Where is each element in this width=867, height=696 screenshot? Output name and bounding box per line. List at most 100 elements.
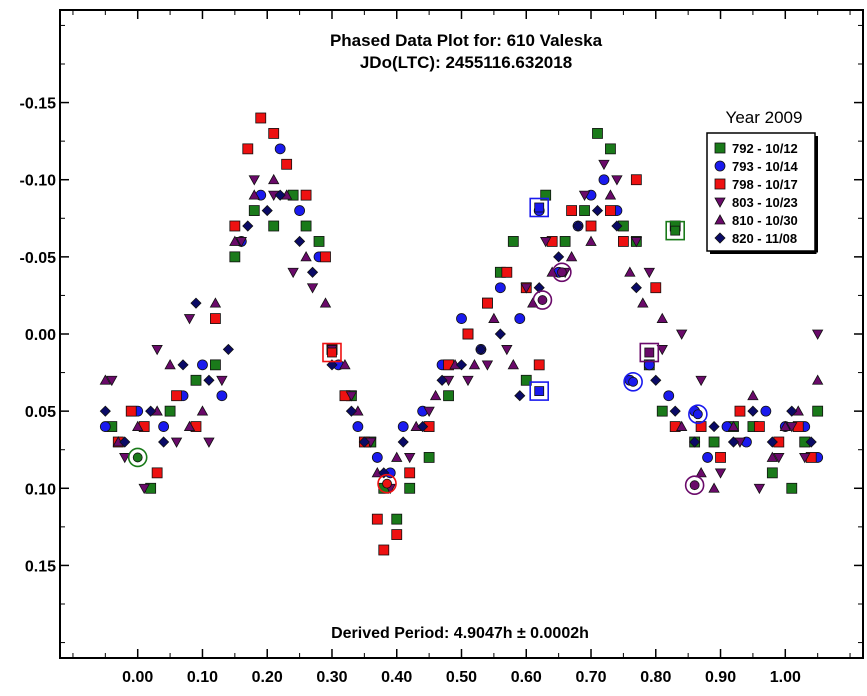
data-point-series-3 xyxy=(281,158,293,170)
data-point-series-5 xyxy=(468,359,481,370)
data-point-series-1 xyxy=(164,405,176,417)
data-point-series-6 xyxy=(553,251,565,263)
data-point-series-5 xyxy=(391,451,403,462)
data-point-series-6 xyxy=(242,220,254,232)
data-point-series-5 xyxy=(183,420,196,431)
data-point-series-2 xyxy=(99,421,111,432)
highlight-marker-outline xyxy=(665,220,686,241)
data-point-series-3 xyxy=(320,251,331,263)
derived-period-label: Derived Period: 4.9047h ± 0.0002h xyxy=(331,625,589,642)
highlight-marker-outline xyxy=(529,197,550,218)
data-points xyxy=(99,112,824,556)
highlight-marker-outline xyxy=(623,372,643,392)
legend-marker-series-3 xyxy=(714,178,726,190)
data-point-series-2 xyxy=(598,174,610,186)
data-point-series-1 xyxy=(268,220,280,232)
data-point-series-2 xyxy=(514,313,526,324)
data-point-series-5 xyxy=(429,389,442,401)
data-point-series-1 xyxy=(300,220,312,232)
data-point-series-5 xyxy=(209,297,222,308)
data-point-series-3 xyxy=(533,359,545,371)
data-point-series-5 xyxy=(164,359,176,370)
data-point-series-4 xyxy=(462,375,474,387)
x-tick-label: 0.30 xyxy=(316,669,347,686)
data-point-series-5 xyxy=(229,235,241,246)
data-point-series-6 xyxy=(611,220,623,232)
legend-label-series-3: 798 - 10/17 xyxy=(732,177,798,192)
data-point-series-1 xyxy=(605,143,616,155)
highlight-marker-outline xyxy=(127,447,148,468)
data-point-series-6 xyxy=(417,421,429,433)
data-point-series-3 xyxy=(650,282,662,294)
data-point-series-6 xyxy=(766,436,778,448)
data-point-series-5 xyxy=(624,266,636,277)
data-point-series-5 xyxy=(319,297,332,308)
legend-label-series-2: 793 - 10/14 xyxy=(732,159,799,174)
y-axis: -0.15 -0.10 -0.05 0.00 0.05 0.10 0.15 xyxy=(20,24,863,644)
data-point-series-3 xyxy=(210,313,221,324)
highlight-marker-core xyxy=(534,202,545,213)
data-point-series-5 xyxy=(248,189,260,200)
data-point-series-6 xyxy=(650,374,662,386)
data-point-series-2 xyxy=(643,359,655,371)
data-point-series-5 xyxy=(565,251,578,262)
data-point-series-5 xyxy=(727,420,740,431)
data-point-series-6 xyxy=(274,189,286,201)
data-point-series-5 xyxy=(747,389,759,401)
chart-subtitle: JDo(LTC): 2455116.632018 xyxy=(360,53,572,72)
legend-items: 792 - 10/12 793 - 10/14 798 - 10/17 803 - 1… xyxy=(714,141,799,246)
data-point-series-4 xyxy=(423,406,435,417)
data-point-series-6 xyxy=(294,235,306,247)
data-point-series-6 xyxy=(630,282,642,294)
data-point-series-4 xyxy=(753,483,766,495)
data-point-series-6 xyxy=(805,436,817,448)
data-point-series-4 xyxy=(106,375,118,387)
highlight-marker-core xyxy=(537,295,548,305)
x-tick-label: 0.80 xyxy=(640,669,671,686)
highlight-marker-outline xyxy=(688,404,708,425)
data-point-series-4 xyxy=(695,375,707,387)
data-point-series-5 xyxy=(637,297,649,308)
data-point-series-1 xyxy=(248,205,260,216)
data-point-series-4 xyxy=(119,453,131,464)
data-point-series-3 xyxy=(630,174,642,186)
data-point-series-1 xyxy=(404,482,416,494)
highlight-marker-outline xyxy=(377,473,397,494)
legend-marker-series-1 xyxy=(714,142,726,154)
data-point-series-4 xyxy=(598,159,610,171)
data-point-series-3 xyxy=(617,236,629,247)
data-point-series-5 xyxy=(708,482,720,493)
legend-marker-series-2 xyxy=(714,160,726,172)
data-point-series-2 xyxy=(274,143,286,155)
legend-marker-series-5 xyxy=(714,214,726,225)
data-point-series-5 xyxy=(675,420,688,431)
data-point-series-1 xyxy=(313,236,325,247)
x-tick-label: 0.50 xyxy=(446,669,477,686)
chart-title: Phased Data Plot for: 610 Valeska xyxy=(330,31,603,50)
data-point-series-4 xyxy=(643,267,655,279)
data-point-series-4 xyxy=(481,360,494,371)
legend-label-series-1: 792 - 10/12 xyxy=(732,141,798,156)
data-point-series-5 xyxy=(585,235,597,246)
data-point-series-5 xyxy=(132,420,144,431)
x-tick-label: 0.40 xyxy=(381,669,412,686)
data-point-series-1 xyxy=(443,390,454,402)
data-point-series-3 xyxy=(501,266,513,278)
data-point-series-4 xyxy=(578,190,591,201)
data-point-series-2 xyxy=(397,421,409,432)
data-point-series-3 xyxy=(371,513,383,525)
x-tick-label: 0.20 xyxy=(252,669,283,686)
data-point-series-5 xyxy=(766,451,779,462)
data-point-series-6 xyxy=(190,297,202,309)
highlight-marker-core xyxy=(670,225,681,236)
data-point-series-2 xyxy=(197,359,208,371)
y-tick-label: -0.05 xyxy=(20,250,57,267)
highlight-marker-outline xyxy=(552,262,572,283)
data-point-series-3 xyxy=(300,189,312,201)
data-point-series-4 xyxy=(345,391,358,402)
data-point-series-4 xyxy=(170,437,183,448)
data-point-series-4 xyxy=(183,314,196,325)
y-tick-label: -0.15 xyxy=(20,96,57,113)
data-point-series-1 xyxy=(812,405,824,417)
data-point-series-6 xyxy=(326,359,338,371)
